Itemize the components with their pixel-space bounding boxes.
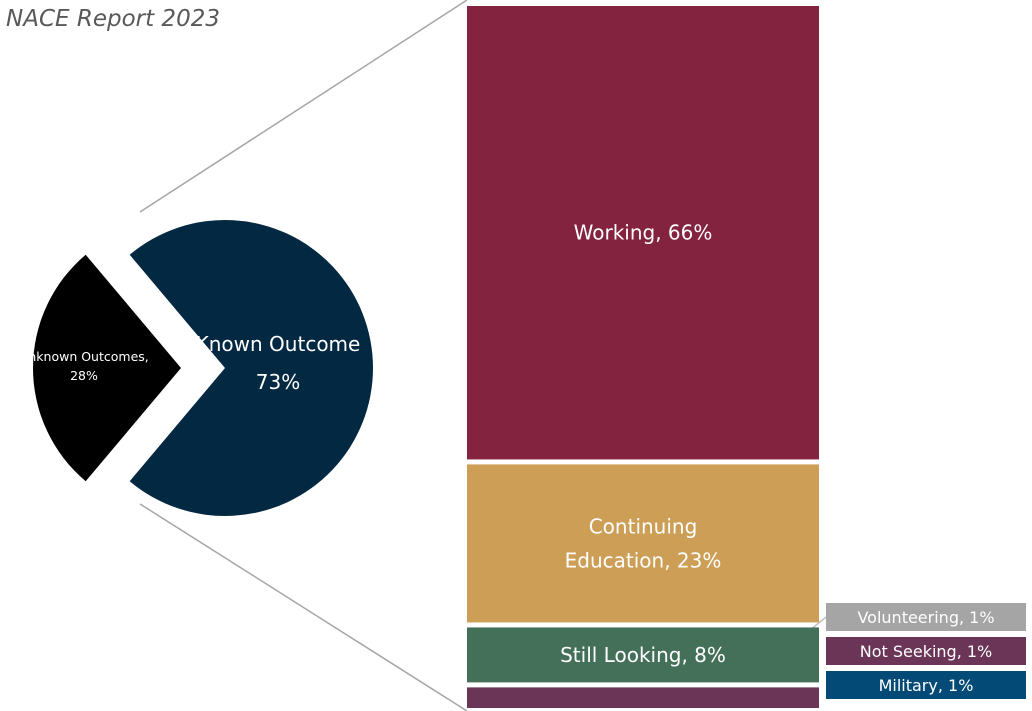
pie-value-known-outcomes: 73% — [256, 370, 300, 394]
bar-segment-working — [467, 6, 819, 460]
small-label-volunteering: Volunteering, 1% — [857, 608, 994, 627]
pie-slice-known-outcomes — [129, 219, 373, 516]
pie-value-unknown-outcomes: 28% — [70, 368, 98, 383]
pie-chart — [32, 219, 373, 516]
pie-label-unknown-outcomes: Unknown Outcomes, — [19, 349, 149, 364]
data-labels: Known Outcome 73% Unknown Outcomes, 28% Work… — [19, 221, 994, 695]
small-label-military: Military, 1% — [879, 676, 974, 695]
bar-segment-continuing-education — [467, 464, 819, 623]
chart-title: NACE Report 2023 — [6, 6, 220, 32]
connector-line-bottom — [139, 503, 468, 711]
small-segment-not-seeking — [826, 637, 1026, 665]
bar-label-working: Working, 66% — [574, 221, 713, 245]
small-segment-volunteering — [826, 603, 1026, 631]
pie-slice-unknown-outcomes — [32, 254, 181, 482]
pie-label-known-outcomes: Known Outcome — [196, 332, 361, 356]
bar-segment-still-looking — [467, 627, 819, 683]
bar-label-still-looking: Still Looking, 8% — [560, 643, 726, 667]
bar-label-continuing-education: Continuing Education, 23% — [565, 514, 722, 572]
stacked-bar — [467, 6, 1026, 708]
small-segment-military — [826, 671, 1026, 699]
bar-segment-remainder — [467, 687, 819, 708]
connector-line-top — [139, 0, 468, 213]
small-label-not-seeking: Not Seeking, 1% — [860, 642, 993, 661]
